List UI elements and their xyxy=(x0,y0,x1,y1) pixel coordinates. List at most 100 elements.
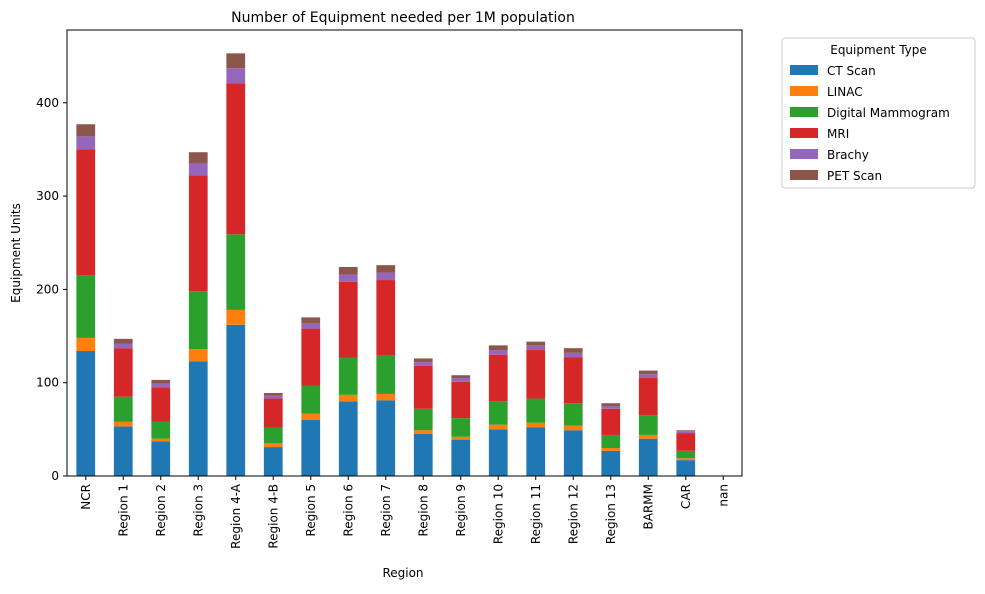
y-tick-label: 200 xyxy=(36,282,59,296)
bar-segment xyxy=(76,149,96,276)
y-tick-label: 300 xyxy=(36,189,59,203)
x-tick-label: Region 6 xyxy=(341,484,355,537)
bar-segment xyxy=(76,350,96,476)
bar-segment xyxy=(263,447,283,476)
legend-label: CT Scan xyxy=(827,64,876,78)
x-tick-label: Region 8 xyxy=(416,484,430,537)
bar-segment xyxy=(638,434,658,439)
bar-segment xyxy=(413,434,433,476)
bar-segment xyxy=(413,408,433,431)
bar-segment xyxy=(638,415,658,435)
x-tick-label: Region 9 xyxy=(454,484,468,537)
chart-title: Number of Equipment needed per 1M popula… xyxy=(231,10,575,26)
legend-title: Equipment Type xyxy=(830,43,927,57)
legend-swatch xyxy=(790,149,818,159)
bar-segment xyxy=(338,281,358,358)
bar-segment xyxy=(638,378,658,416)
bar-segment xyxy=(488,401,508,425)
bar-segment xyxy=(188,361,208,476)
bar-segment xyxy=(413,365,433,409)
bar-segment xyxy=(226,309,246,325)
bar-segment xyxy=(676,430,696,432)
bar-segment xyxy=(226,324,246,476)
bar-segment xyxy=(338,401,358,476)
bar-segment xyxy=(376,265,396,273)
bar-segment xyxy=(76,337,96,351)
bar-segment xyxy=(676,431,696,434)
bar-segment xyxy=(151,421,171,439)
y-tick-label: 0 xyxy=(51,469,59,483)
bar-segment xyxy=(676,450,696,459)
bar-segment xyxy=(676,433,696,451)
bar-segment xyxy=(263,392,283,396)
legend-swatch xyxy=(790,170,818,180)
bar-segment xyxy=(526,341,546,346)
legend-label: MRI xyxy=(827,127,849,141)
bar-segment xyxy=(188,349,208,362)
x-tick-label: Region 2 xyxy=(154,484,168,537)
bar-segment xyxy=(451,439,471,476)
bar-segment xyxy=(601,450,621,476)
x-tick-label: nan xyxy=(716,484,730,507)
legend-label: LINAC xyxy=(827,85,863,99)
bar-segment xyxy=(301,413,321,421)
bar-segment xyxy=(151,383,171,388)
bar-segment xyxy=(226,83,246,235)
bar-segment xyxy=(76,124,96,137)
bar-segment xyxy=(601,434,621,449)
plot-area: NCR Region 1 Region 2 Region 3 Region 4-A Reg… xyxy=(36,29,743,549)
bar-segment xyxy=(563,348,583,353)
x-axis-label: Region xyxy=(382,566,423,580)
bar-segment xyxy=(563,430,583,476)
bar-segment xyxy=(451,436,471,440)
x-tick-label: Region 13 xyxy=(604,484,618,544)
x-tick-label: Region 10 xyxy=(491,484,505,544)
bar-segment xyxy=(76,136,96,150)
x-tick-label: Region 3 xyxy=(191,484,205,537)
x-tick-label: Region 1 xyxy=(116,484,130,537)
x-tick-label: Region 11 xyxy=(529,484,543,544)
bar-segment xyxy=(638,374,658,379)
bar-segment xyxy=(601,408,621,435)
y-tick-label: 400 xyxy=(36,96,59,110)
legend-label: Brachy xyxy=(827,148,869,162)
x-tick-label: Region 4-B xyxy=(266,484,280,549)
bar-segment xyxy=(376,272,396,281)
bar-segment xyxy=(301,328,321,386)
bar-segment xyxy=(488,354,508,402)
bar-segment xyxy=(563,403,583,426)
bar-segment xyxy=(151,441,171,476)
bar-segment xyxy=(151,387,171,422)
plot-frame xyxy=(66,29,743,477)
bar-segment xyxy=(376,393,396,401)
legend-label: Digital Mammogram xyxy=(827,106,950,120)
bar-segment xyxy=(151,438,171,442)
bar-segment xyxy=(413,358,433,363)
bar-segment xyxy=(113,426,133,476)
bar-segment xyxy=(601,448,621,451)
bar-segment xyxy=(526,350,546,399)
bar-segment xyxy=(113,396,133,422)
bar-segment xyxy=(376,400,396,476)
bar-segment xyxy=(113,348,133,397)
bar-segment xyxy=(113,338,133,344)
bar-segment xyxy=(526,345,546,351)
legend-swatch xyxy=(790,65,818,75)
bar-segment xyxy=(338,274,358,282)
legend-swatch xyxy=(790,107,818,117)
bar-segment xyxy=(488,424,508,430)
x-tick-label: Region 12 xyxy=(566,484,580,544)
bar-segment xyxy=(563,357,583,404)
bar-segment xyxy=(151,379,171,384)
bar-segment xyxy=(188,163,208,176)
legend-label: PET Scan xyxy=(827,169,882,183)
bar-segment xyxy=(113,343,133,349)
bar-segment xyxy=(601,403,621,407)
bar-segment xyxy=(488,345,508,351)
bar-segment xyxy=(301,322,321,329)
bar-segment xyxy=(188,291,208,350)
bar-segment xyxy=(638,438,658,476)
bar-segment xyxy=(226,68,246,84)
bar-segment xyxy=(301,420,321,476)
